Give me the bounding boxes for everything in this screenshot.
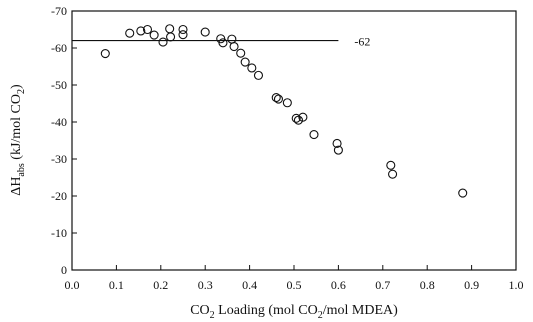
x-axis-label-part: Loading (mol CO [215, 303, 318, 318]
data-point [271, 93, 281, 103]
data-point [158, 37, 168, 47]
data-point [298, 112, 308, 122]
y-axis-label-part: ΔH [9, 177, 24, 196]
x-tick-label: 0.0 [65, 278, 80, 292]
data-point [247, 63, 257, 73]
data-point [178, 24, 188, 35]
data-point [142, 24, 153, 35]
y-tick-label: 0 [61, 263, 67, 277]
data-point [293, 115, 303, 125]
data-point [178, 30, 188, 40]
x-tick-label: 0.1 [109, 278, 124, 292]
data-points [100, 24, 468, 198]
y-axis-label-subscript: 2 [16, 89, 27, 94]
x-tick-label: 0.8 [420, 278, 435, 292]
y-tick-label: -40 [51, 115, 67, 129]
y-axis-label: ΔHabs (kJ/mol CO2) [9, 84, 27, 196]
data-point [218, 38, 228, 48]
x-tick-label: 0.7 [375, 278, 390, 292]
plot-area-frame [71, 10, 517, 271]
data-point [282, 98, 292, 108]
x-tick-label: 1.0 [509, 278, 524, 292]
data-point [100, 48, 110, 59]
data-point [200, 27, 210, 37]
x-tick-label: 0.3 [198, 278, 213, 292]
x-tick-label: 0.4 [242, 278, 257, 292]
data-point [332, 138, 342, 149]
data-point [388, 169, 398, 179]
data-point [333, 145, 343, 155]
data-point [136, 26, 146, 36]
x-axis-label-subscript: 2 [210, 310, 215, 321]
y-tick-label: -50 [51, 78, 67, 92]
data-point [227, 34, 237, 44]
y-axis-label-part: (kJ/mol CO [9, 94, 24, 163]
x-tick-label: 0.5 [287, 278, 302, 292]
reference-line-label: -62 [354, 35, 370, 49]
ticks: 0.0 0.1 0.2 0.3 0.4 0.5 0.6 0.7 0.8 0.9 1.0 0 -10 -20… [51, 4, 524, 292]
y-tick-label: -60 [51, 41, 67, 55]
y-axis-label-part: ) [9, 84, 24, 89]
y-tick-label: -70 [51, 4, 67, 18]
data-point [309, 130, 319, 140]
y-tick-label: -20 [51, 189, 67, 203]
data-point [240, 57, 250, 67]
x-tick-label: 0.9 [464, 278, 479, 292]
y-axis-label-subscript: abs [16, 163, 27, 176]
x-axis-label-part: CO [190, 303, 209, 318]
data-point [165, 24, 175, 34]
data-point [291, 113, 301, 123]
x-tick-label: 0.6 [331, 278, 346, 292]
data-point [166, 32, 176, 42]
x-axis-label-part: /mol MDEA) [323, 303, 398, 318]
x-axis-label-subscript: 2 [318, 310, 323, 321]
data-point [253, 70, 264, 80]
y-tick-label: -10 [51, 226, 67, 240]
data-point [273, 94, 284, 104]
data-point [458, 188, 468, 198]
data-point [125, 28, 135, 38]
y-tick-label: -30 [51, 152, 67, 166]
data-point [149, 30, 159, 40]
x-axis-label: CO2 Loading (mol CO2/mol MDEA) [190, 303, 398, 321]
x-tick-label: 0.2 [153, 278, 168, 292]
data-point [229, 41, 239, 52]
data-point [386, 160, 396, 170]
data-point [236, 48, 246, 58]
reference-line-group: -62 [72, 35, 370, 49]
